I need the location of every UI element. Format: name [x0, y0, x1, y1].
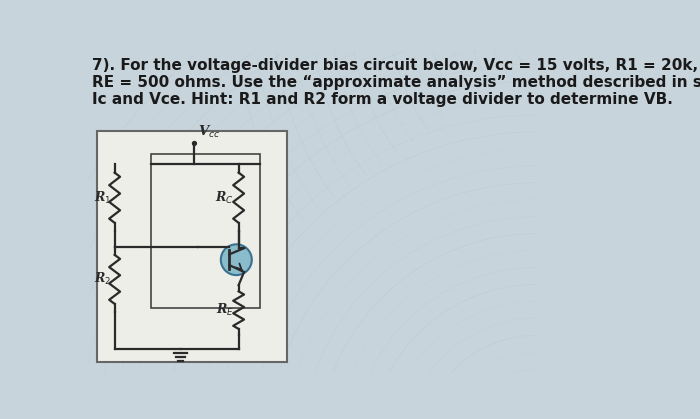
Text: R$_E$: R$_E$ [216, 302, 235, 318]
Bar [151, 154, 260, 308]
Text: R$_1$: R$_1$ [94, 190, 111, 206]
Text: Ic and Vce. Hint: R1 and R2 form a voltage divider to determine VB.: Ic and Vce. Hint: R1 and R2 form a volta… [92, 92, 673, 107]
Text: RE = 500 ohms. Use the “approximate analysis” method described in section 4.5 to: RE = 500 ohms. Use the “approximate anal… [92, 75, 700, 90]
Text: V$_{cc}$: V$_{cc}$ [197, 124, 220, 140]
Text: 7). For the voltage-divider bias circuit below, Vcc = 15 volts, R1 = 20k, R2 = 1: 7). For the voltage-divider bias circuit… [92, 58, 700, 73]
Bar [97, 131, 287, 362]
Text: R$_2$: R$_2$ [94, 272, 111, 287]
Circle shape [220, 244, 252, 275]
Text: R$_C$: R$_C$ [215, 190, 234, 206]
Circle shape [193, 142, 197, 145]
